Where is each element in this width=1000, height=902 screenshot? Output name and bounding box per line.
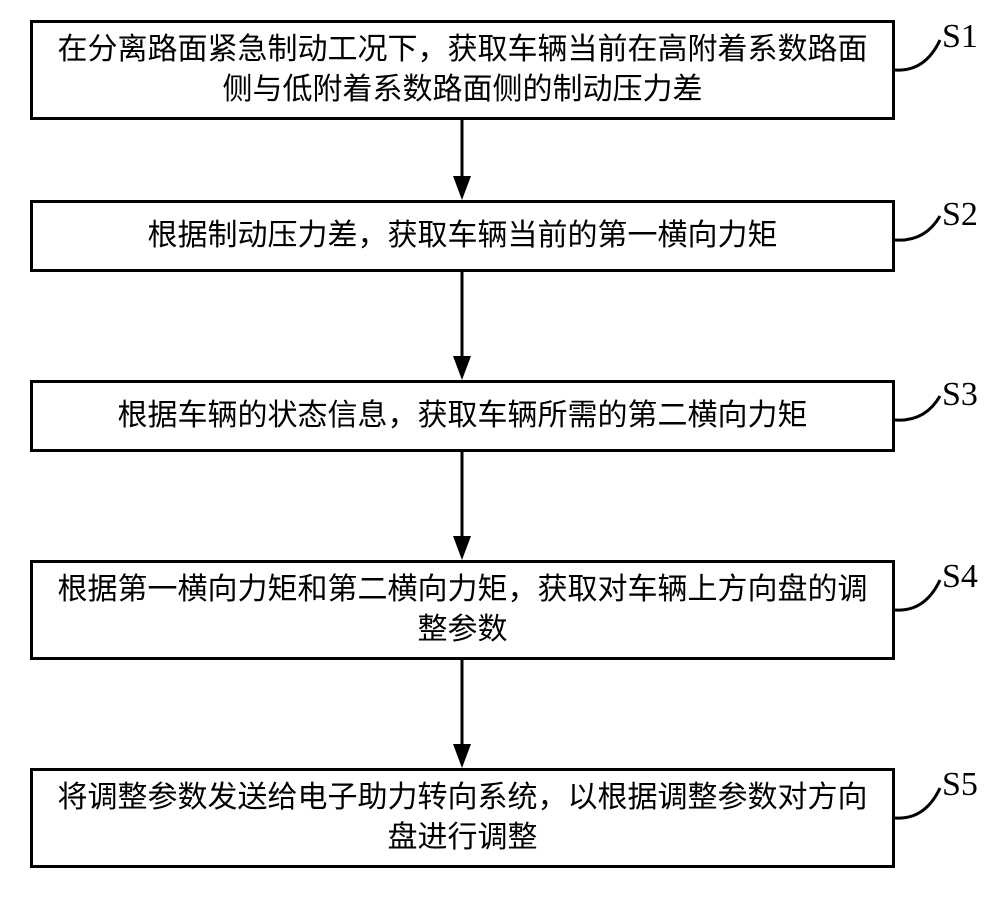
step-box-s3: 根据车辆的状态信息，获取车辆所需的第二横向力矩 [30, 380, 895, 452]
step-box-s5: 将调整参数发送给电子助力转向系统，以根据调整参数对方向盘进行调整 [30, 768, 895, 868]
step-label-s1: S1 [942, 18, 978, 56]
step-text-s4: 根据第一横向力矩和第二横向力矩，获取对车辆上方向盘的调整参数 [45, 570, 880, 651]
label-connector-s1 [895, 40, 940, 70]
step-text-s3: 根据车辆的状态信息，获取车辆所需的第二横向力矩 [45, 396, 880, 437]
label-connector-s4 [895, 580, 940, 610]
label-connector-s2 [895, 216, 940, 240]
step-text-s2: 根据制动压力差，获取车辆当前的第一横向力矩 [45, 216, 880, 257]
label-connector-s5 [895, 788, 940, 818]
step-label-s5: S5 [942, 766, 978, 804]
step-label-s2: S2 [942, 196, 978, 234]
step-label-s3: S3 [942, 376, 978, 414]
step-box-s1: 在分离路面紧急制动工况下，获取车辆当前在高附着系数路面侧与低附着系数路面侧的制动… [30, 20, 895, 120]
arrow-3 [453, 452, 471, 560]
step-box-s4: 根据第一横向力矩和第二横向力矩，获取对车辆上方向盘的调整参数 [30, 560, 895, 660]
arrow-4 [453, 660, 471, 768]
step-label-s4: S4 [942, 558, 978, 596]
arrow-2 [453, 272, 471, 380]
flowchart-canvas: 在分离路面紧急制动工况下，获取车辆当前在高附着系数路面侧与低附着系数路面侧的制动… [0, 0, 1000, 902]
step-box-s2: 根据制动压力差，获取车辆当前的第一横向力矩 [30, 200, 895, 272]
step-text-s5: 将调整参数发送给电子助力转向系统，以根据调整参数对方向盘进行调整 [45, 778, 880, 859]
label-connector-s3 [895, 396, 940, 420]
arrow-1 [453, 120, 471, 200]
step-text-s1: 在分离路面紧急制动工况下，获取车辆当前在高附着系数路面侧与低附着系数路面侧的制动… [45, 30, 880, 111]
